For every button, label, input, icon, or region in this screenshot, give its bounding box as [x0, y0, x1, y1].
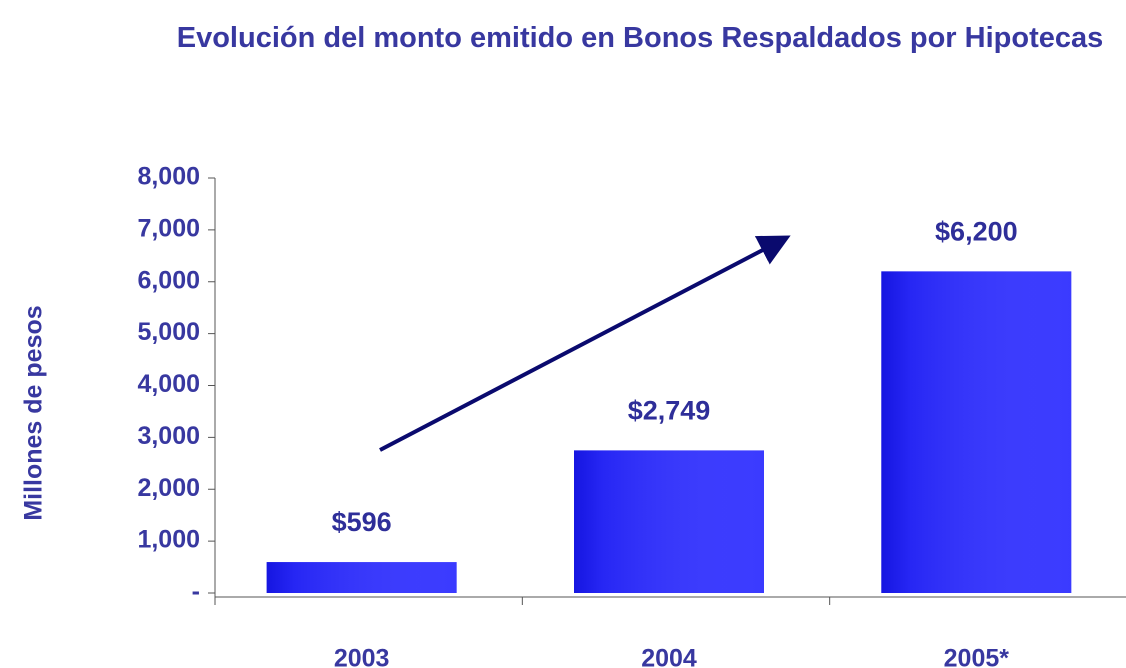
y-tick-label: 8,000 [137, 163, 200, 191]
data-label: $596 [332, 507, 392, 537]
y-tick-label: 7,000 [137, 214, 200, 242]
x-tick-label: 2004 [641, 645, 697, 668]
y-tick-label: 2,000 [137, 474, 200, 502]
y-axis-label: Millones de pesos [20, 305, 48, 520]
x-tick-label: 2003 [334, 645, 390, 668]
bar-shade [881, 271, 1072, 593]
y-tick-label: 6,000 [137, 266, 200, 294]
x-tick-label: 2005* [944, 645, 1010, 668]
y-tick-label: 3,000 [137, 422, 200, 450]
y-tick-label: 5,000 [137, 318, 200, 346]
y-tick-label: - [192, 578, 200, 606]
trend-arrow [379, 235, 791, 452]
bar-shade [266, 562, 457, 593]
y-tick-label: 4,000 [137, 370, 200, 398]
chart-title: Evolución del monto emitido en Bonos Res… [176, 22, 1104, 54]
data-label: $2,749 [628, 396, 711, 426]
data-label: $6,200 [935, 217, 1018, 247]
y-tick-label: 1,000 [137, 526, 200, 554]
bar-shade [574, 450, 764, 593]
